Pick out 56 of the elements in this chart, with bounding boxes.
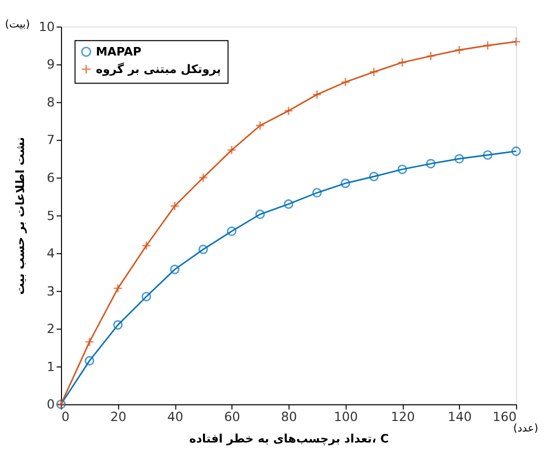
point [142,240,152,250]
y-tick-label: 9 [46,56,55,72]
point [454,45,464,55]
x-tick-label: 120 [390,409,415,424]
point [142,292,152,302]
point [398,164,408,174]
text: (بیت) [4,18,30,31]
x-tick-label: 20 [110,409,126,424]
point [369,172,379,182]
y-tick-label: 4 [46,246,55,261]
legend-label: پروتکل مبتنی بر گروه [96,62,222,76]
point [369,67,379,77]
point [454,154,464,164]
point [398,58,408,68]
point [170,201,180,211]
x-tick-label: 0 [61,409,70,424]
point [511,36,521,46]
x-tick-label: 60 [224,409,240,424]
point [84,356,94,366]
point [198,172,208,182]
y-tick-label: 0 [46,396,55,412]
x-tick-label: 80 [281,409,298,424]
point [312,90,322,100]
point [255,120,265,130]
y-tick-label: 10 [38,18,55,34]
y-axis-title: نشت اطلاعات بر حسب بیت [13,137,28,295]
point [312,188,322,198]
x-axis-title: تعداد برچسب‌های به خطر افتاده، C [189,431,389,446]
point [255,210,265,220]
y-tick-label: 8 [46,94,55,110]
point [340,178,350,188]
point [284,199,294,209]
point [340,77,350,87]
point [113,284,123,294]
y-tick-label: 2 [46,321,55,336]
y-tick-label: 3 [46,283,55,298]
x-tick-label: 140 [448,409,472,424]
x-tick-label: 100 [334,409,358,424]
point [426,158,436,168]
point [84,337,94,347]
point [284,106,294,116]
y-tick-label: 7 [46,132,55,148]
point [511,146,521,156]
legend-label: MAPAP [96,44,142,59]
y-tick-label: 5 [46,208,55,223]
point [482,150,492,160]
point [198,244,208,254]
point [482,40,492,50]
point [226,145,236,155]
y-tick-label: 6 [46,170,55,186]
x-tick-label: 40 [167,409,184,424]
point [426,51,436,61]
point [226,226,236,236]
y-tick-label: 1 [46,358,55,374]
point [113,320,123,330]
point [170,264,180,274]
